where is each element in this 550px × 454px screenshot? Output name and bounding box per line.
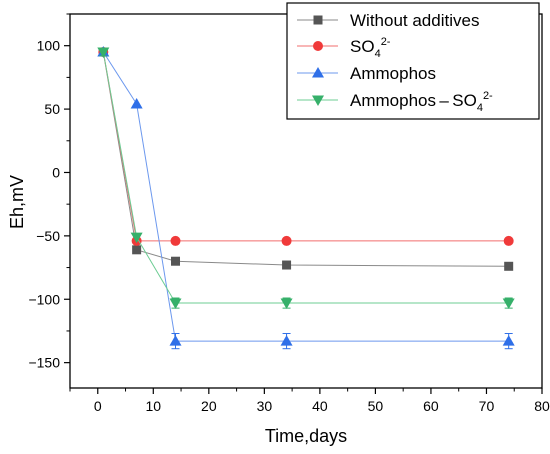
data-point [502, 335, 515, 346]
data-point [502, 298, 515, 310]
legend-label: Without additives [350, 11, 479, 30]
data-point [503, 235, 514, 246]
legend-label-part: 4 [375, 48, 381, 60]
y-tick-label: 100 [37, 38, 61, 54]
x-tick-label: 80 [534, 398, 550, 414]
x-tick-label: 0 [94, 398, 102, 414]
legend-label-part: SO [350, 37, 375, 56]
x-tick-label: 70 [479, 398, 495, 414]
x-tick-label: 60 [423, 398, 439, 414]
legend-label-part: Ammophos [350, 64, 436, 83]
legend-label-part: Without additives [350, 11, 479, 30]
data-point [281, 235, 292, 246]
data-point [169, 298, 182, 310]
y-axis-title: Eh,mV [7, 175, 27, 229]
data-point [132, 245, 142, 255]
axis-ticks: 0 10 20 30 40 50 60 70 80 −150 −100 −50 0 50 100 [28, 13, 550, 414]
x-axis-title: Time,days [265, 426, 347, 446]
legend-label-part: 4 [477, 102, 483, 114]
data-point [169, 335, 182, 346]
data-point [170, 235, 181, 246]
y-tick-label: −100 [28, 291, 60, 307]
data-point [97, 47, 110, 59]
legend-marker [313, 15, 323, 25]
data-point [130, 232, 143, 244]
legend-label-part: 2- [381, 36, 391, 48]
data-point [504, 261, 514, 271]
data-point [282, 260, 292, 270]
legend-entry-3: Ammophos [297, 64, 436, 83]
x-tick-label: 40 [312, 398, 328, 414]
legend-label: SO42- [350, 36, 391, 60]
legend-marker [313, 41, 323, 51]
y-tick-label: 0 [52, 164, 60, 180]
x-tick-label: 10 [146, 398, 162, 414]
legend-label: Ammophos [350, 64, 436, 83]
legend-entry-1: Without additives [297, 11, 479, 30]
y-tick-label: −50 [36, 228, 60, 244]
x-tick-label: 20 [201, 398, 217, 414]
legend-marker [312, 95, 324, 106]
legend-marker [312, 67, 324, 78]
legend-entry-4: Ammophos – SO42- [297, 90, 493, 114]
x-tick-label: 30 [257, 398, 273, 414]
data-point [280, 298, 293, 310]
legend-label-part: 2- [483, 90, 493, 102]
data-point [280, 335, 293, 346]
y-tick-label: −150 [28, 355, 60, 371]
legend-entry-2: SO42- [297, 36, 391, 60]
data-point [171, 256, 181, 266]
y-tick-label: 50 [44, 101, 60, 117]
legend-label: Ammophos – SO42- [350, 90, 493, 114]
series-4 [97, 47, 515, 310]
data-point [130, 98, 143, 109]
series-layer [97, 46, 515, 350]
x-tick-label: 50 [368, 398, 384, 414]
legend-label-part: Ammophos – SO [350, 91, 477, 110]
